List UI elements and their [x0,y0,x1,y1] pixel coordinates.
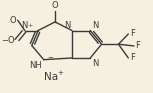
Text: F: F [135,41,140,50]
Text: Na: Na [44,72,58,82]
Text: O: O [10,16,16,25]
Text: N: N [92,21,98,30]
Text: F: F [130,53,135,62]
Text: O: O [52,1,58,10]
Text: −O: −O [1,36,15,45]
Text: N: N [64,21,71,30]
Text: +: + [27,23,32,28]
Text: N: N [92,59,98,68]
Text: N: N [22,21,28,30]
Text: NH: NH [30,61,42,70]
Text: +: + [57,70,63,76]
Text: −: − [48,54,54,61]
Text: F: F [130,29,135,38]
